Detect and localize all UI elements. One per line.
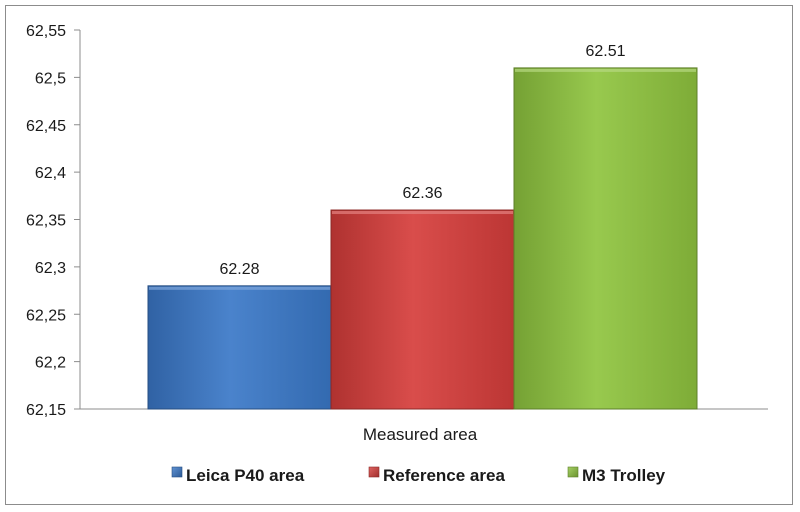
bar-highlight — [149, 286, 330, 290]
legend-swatch — [567, 466, 579, 478]
data-label: 62.28 — [219, 261, 259, 278]
y-tick-label: 62,2 — [35, 355, 66, 372]
legend-swatch — [368, 466, 380, 478]
y-tick-label: 62,35 — [26, 213, 66, 230]
bar-leica-p40-area — [147, 285, 332, 410]
data-label: 62.36 — [402, 185, 442, 202]
bar-reference-area — [330, 209, 515, 410]
y-tick-label: 62,5 — [35, 70, 66, 87]
legend-entry: Reference area — [383, 466, 505, 485]
bar-m3-trolley — [513, 67, 698, 410]
legend-entry: M3 Trolley — [582, 466, 666, 485]
legend: Leica P40 area Reference area M3 Trolley — [171, 466, 666, 485]
y-tick-label: 62,15 — [26, 402, 66, 419]
y-tick-label: 62,3 — [35, 260, 66, 277]
bars — [147, 67, 698, 410]
y-tick-label: 62,45 — [26, 118, 66, 135]
y-tick-label: 62,25 — [26, 307, 66, 324]
legend-swatch — [171, 466, 183, 478]
bar-highlight — [332, 211, 513, 215]
y-axis-ticks: 62,15 62,2 62,25 62,3 62,35 62,4 62,45 62,5 62,5… — [26, 23, 80, 419]
x-axis-label: Measured area — [363, 425, 478, 444]
y-tick-label: 62,4 — [35, 165, 66, 182]
legend-entry: Leica P40 area — [186, 466, 305, 485]
data-labels: 62.28 62.36 62.51 — [219, 43, 625, 278]
bar-highlight — [515, 68, 696, 72]
data-label: 62.51 — [585, 43, 625, 60]
y-tick-label: 62,55 — [26, 23, 66, 40]
